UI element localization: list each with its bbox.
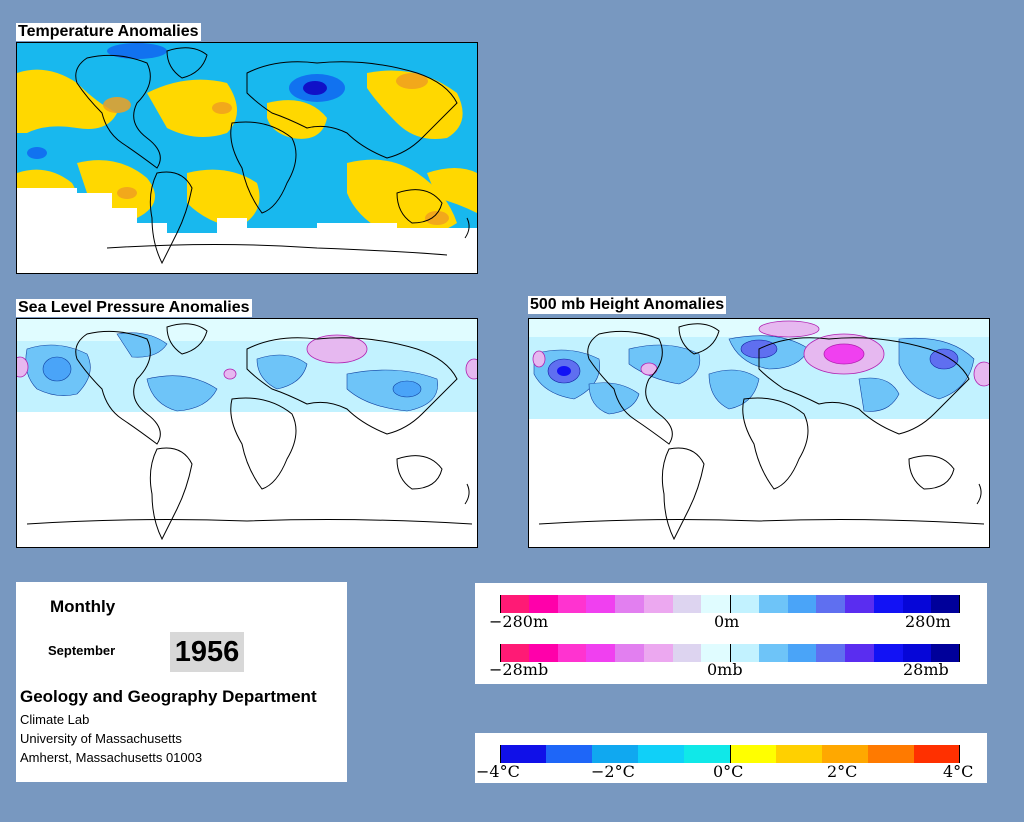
pressure-height-legend: −280m 0m 280m −28mb 0mb 28mb <box>475 583 987 684</box>
pressure-swatch-7 <box>701 644 731 662</box>
pressure-swatch-13 <box>873 644 903 662</box>
temp-label-zero: 0°C <box>713 762 744 781</box>
temperature-swatch-2 <box>592 745 639 763</box>
temperature-tick-2 <box>959 745 960 763</box>
pressure-swatch-0 <box>500 644 529 662</box>
slp-anomaly-map <box>16 318 478 548</box>
temperature-swatch-3 <box>638 745 685 763</box>
temperature-swatch-9 <box>914 745 961 763</box>
height-swatch-0 <box>500 595 529 613</box>
pressure-swatch-4 <box>615 644 644 662</box>
temperature-map-title: Temperature Anomalies <box>16 23 201 41</box>
pressure-swatch-5 <box>643 644 673 662</box>
height-tick-2 <box>959 595 960 613</box>
pressure-swatch-8 <box>730 644 759 662</box>
pressure-swatch-6 <box>672 644 702 662</box>
height-swatch-3 <box>586 595 616 613</box>
pressure-label-min: −28mb <box>489 660 549 679</box>
pressure-tick-2 <box>959 644 960 662</box>
height-swatch-11 <box>816 595 846 613</box>
temperature-tick-1 <box>730 745 731 763</box>
temperature-swatch-6 <box>776 745 823 763</box>
height-swatch-10 <box>787 595 817 613</box>
pressure-swatch-11 <box>816 644 846 662</box>
temp-label-minus4: −4°C <box>476 762 520 781</box>
height-label-zero: 0m <box>714 612 740 631</box>
pressure-swatch-2 <box>557 644 587 662</box>
height-anomaly-map <box>528 318 990 548</box>
height-tick-1 <box>730 595 731 613</box>
temperature-swatch-0 <box>500 745 547 763</box>
temperature-swatch-1 <box>546 745 593 763</box>
info-panel: Monthly September 1956 Geology and Geogr… <box>16 582 347 782</box>
height-swatch-7 <box>701 595 731 613</box>
pressure-swatch-1 <box>528 644 558 662</box>
slp-map-title: Sea Level Pressure Anomalies <box>16 299 252 317</box>
pressure-color-bar <box>500 644 961 662</box>
pressure-label-zero: 0mb <box>707 660 743 679</box>
pressure-swatch-15 <box>931 644 961 662</box>
height-swatch-8 <box>730 595 759 613</box>
temp-label-minus2: −2°C <box>591 762 635 781</box>
temperature-legend: −4°C −2°C 0°C 2°C 4°C <box>475 733 987 783</box>
temp-label-plus4: 4°C <box>943 762 974 781</box>
height-map-title: 500 mb Height Anomalies <box>528 296 727 314</box>
month-label: September <box>48 643 116 658</box>
pressure-swatch-3 <box>586 644 616 662</box>
address-line-3: Amherst, Massachusetts 01003 <box>20 750 203 765</box>
height-swatch-9 <box>758 595 788 613</box>
pressure-swatch-12 <box>845 644 874 662</box>
temperature-swatch-4 <box>684 745 731 763</box>
temperature-color-bar <box>500 745 961 763</box>
temperature-swatch-5 <box>730 745 777 763</box>
height-label-max: 280m <box>905 612 951 631</box>
height-color-bar <box>500 595 961 613</box>
address-line-1: Climate Lab <box>20 712 90 727</box>
temp-label-plus2: 2°C <box>827 762 858 781</box>
temperature-swatch-8 <box>868 745 915 763</box>
height-swatch-6 <box>672 595 702 613</box>
department-label: Geology and Geography Department <box>20 687 317 706</box>
temperature-swatch-7 <box>822 745 869 763</box>
height-swatch-13 <box>873 595 903 613</box>
pressure-swatch-14 <box>902 644 932 662</box>
height-swatch-15 <box>931 595 961 613</box>
pressure-tick-0 <box>500 644 501 662</box>
pressure-tick-1 <box>730 644 731 662</box>
height-swatch-1 <box>528 595 558 613</box>
pressure-label-max: 28mb <box>903 660 949 679</box>
height-swatch-2 <box>557 595 587 613</box>
temperature-tick-0 <box>500 745 501 763</box>
pressure-swatch-10 <box>787 644 817 662</box>
height-swatch-12 <box>845 595 874 613</box>
height-label-min: −280m <box>489 612 549 631</box>
pressure-swatch-9 <box>758 644 788 662</box>
height-swatch-4 <box>615 595 644 613</box>
address-line-2: University of Massachusetts <box>20 731 182 746</box>
frequency-label: Monthly <box>50 597 116 616</box>
year-label: 1956 <box>170 632 244 672</box>
height-swatch-14 <box>902 595 932 613</box>
height-tick-0 <box>500 595 501 613</box>
height-swatch-5 <box>643 595 673 613</box>
temperature-anomaly-map <box>16 42 478 274</box>
